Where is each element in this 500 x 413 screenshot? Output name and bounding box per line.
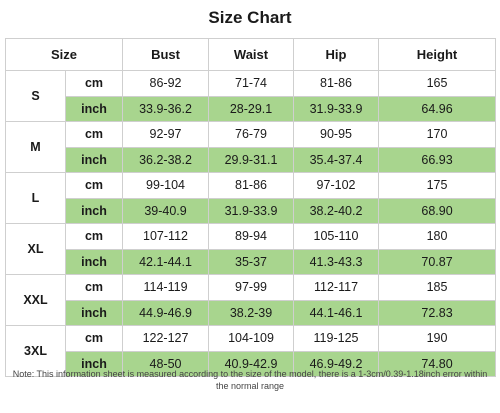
header-size: Size bbox=[4, 38, 124, 71]
bust-cell: 86-92 bbox=[122, 70, 210, 97]
hip-cell: 81-86 bbox=[293, 70, 380, 97]
note-label: Note: This information sheet is measured… bbox=[12, 369, 488, 391]
table-row: inch 42.1-44.1 35-37 41.3-43.3 70.87 bbox=[6, 248, 497, 275]
table-row: XL cm 107-112 89-94 105-110 180 bbox=[5, 223, 497, 275]
chart-title: Size Chart bbox=[208, 8, 292, 27]
bust-cell: 33.9-36.2 bbox=[122, 95, 210, 122]
size-label: S bbox=[5, 70, 66, 122]
unit-label: inch bbox=[64, 197, 124, 224]
hip-cell: 112-117 bbox=[293, 274, 380, 301]
header-waist: Waist bbox=[208, 38, 295, 71]
hip-cell: 35.4-37.4 bbox=[293, 146, 380, 173]
waist-cell: 81-86 bbox=[208, 172, 295, 199]
unit-label: inch bbox=[64, 350, 124, 377]
height-cell: 170 bbox=[378, 121, 497, 148]
table-row: XXL cm 114-119 97-99 112-117 185 bbox=[5, 274, 497, 326]
hip-cell: 105-110 bbox=[293, 223, 380, 250]
hip-cell: 41.3-43.3 bbox=[293, 248, 380, 275]
waist-cell: 104-109 bbox=[208, 325, 295, 352]
size-label: 3XL bbox=[5, 325, 66, 377]
table-row: inch 44.9-46.9 38.2-39 44.1-46.1 72.83 bbox=[6, 299, 497, 326]
header-hip: Hip bbox=[293, 38, 380, 71]
size-label: M bbox=[5, 121, 66, 173]
bust-cell: 42.1-44.1 bbox=[122, 248, 210, 275]
height-cell: 70.87 bbox=[378, 248, 497, 275]
height-cell: 180 bbox=[378, 223, 497, 250]
hip-cell: 44.1-46.1 bbox=[293, 299, 380, 326]
hip-cell: 38.2-40.2 bbox=[293, 197, 380, 224]
height-cell: 175 bbox=[378, 172, 497, 199]
height-cell: 68.90 bbox=[378, 197, 497, 224]
unit-label: cm bbox=[64, 223, 124, 250]
size-label: L bbox=[5, 172, 66, 224]
waist-cell: 28-29.1 bbox=[208, 95, 295, 122]
unit-label: cm bbox=[64, 325, 124, 352]
size-label: XXL bbox=[5, 274, 66, 326]
hip-cell: 31.9-33.9 bbox=[293, 95, 380, 122]
waist-cell: 35-37 bbox=[208, 248, 295, 275]
height-cell: 74.80 bbox=[378, 350, 497, 377]
table-row: S cm 86-92 71-74 81-86 165 bbox=[5, 70, 497, 122]
header-height: Height bbox=[378, 38, 497, 71]
size-chart-table: Size Bust Waist Hip Height S cm 86-92 71… bbox=[4, 38, 497, 377]
unit-label: inch bbox=[64, 248, 124, 275]
bust-cell: 107-112 bbox=[122, 223, 210, 250]
bust-cell: 39-40.9 bbox=[122, 197, 210, 224]
table-row: inch 39-40.9 31.9-33.9 38.2-40.2 68.90 bbox=[6, 197, 497, 224]
table-row: inch 36.2-38.2 29.9-31.1 35.4-37.4 66.93 bbox=[6, 146, 497, 173]
hip-cell: 46.9-49.2 bbox=[293, 350, 380, 377]
height-cell: 185 bbox=[378, 274, 497, 301]
table-row: M cm 92-97 76-79 90-95 170 bbox=[5, 121, 497, 173]
height-cell: 72.83 bbox=[378, 299, 497, 326]
header-row: Size Bust Waist Hip Height bbox=[4, 38, 497, 71]
height-cell: 64.96 bbox=[378, 95, 497, 122]
unit-label: inch bbox=[64, 299, 124, 326]
unit-label: inch bbox=[64, 95, 124, 122]
table-row: 3XL cm 122-127 104-109 119-125 190 bbox=[5, 325, 497, 377]
waist-cell: 38.2-39 bbox=[208, 299, 295, 326]
note-text: Note: This information sheet is measured… bbox=[0, 368, 500, 392]
bust-cell: 92-97 bbox=[122, 121, 210, 148]
hip-cell: 90-95 bbox=[293, 121, 380, 148]
bust-cell: 114-119 bbox=[122, 274, 210, 301]
unit-label: inch bbox=[64, 146, 124, 173]
bust-cell: 48-50 bbox=[122, 350, 210, 377]
hip-cell: 97-102 bbox=[293, 172, 380, 199]
size-label: XL bbox=[5, 223, 66, 275]
table-row: L cm 99-104 81-86 97-102 175 bbox=[5, 172, 497, 224]
unit-label: cm bbox=[64, 121, 124, 148]
height-cell: 66.93 bbox=[378, 146, 497, 173]
bust-cell: 99-104 bbox=[122, 172, 210, 199]
waist-cell: 76-79 bbox=[208, 121, 295, 148]
unit-label: cm bbox=[64, 274, 124, 301]
waist-cell: 29.9-31.1 bbox=[208, 146, 295, 173]
waist-cell: 89-94 bbox=[208, 223, 295, 250]
unit-label: cm bbox=[64, 70, 124, 97]
bust-cell: 44.9-46.9 bbox=[122, 299, 210, 326]
table-row: inch 48-50 40.9-42.9 46.9-49.2 74.80 bbox=[6, 350, 497, 377]
waist-cell: 31.9-33.9 bbox=[208, 197, 295, 224]
waist-cell: 71-74 bbox=[208, 70, 295, 97]
hip-cell: 119-125 bbox=[293, 325, 380, 352]
waist-cell: 97-99 bbox=[208, 274, 295, 301]
bust-cell: 122-127 bbox=[122, 325, 210, 352]
height-cell: 190 bbox=[378, 325, 497, 352]
table-row: inch 33.9-36.2 28-29.1 31.9-33.9 64.96 bbox=[6, 95, 497, 122]
unit-label: cm bbox=[64, 172, 124, 199]
height-cell: 165 bbox=[378, 70, 497, 97]
header-bust: Bust bbox=[122, 38, 210, 71]
bust-cell: 36.2-38.2 bbox=[122, 146, 210, 173]
